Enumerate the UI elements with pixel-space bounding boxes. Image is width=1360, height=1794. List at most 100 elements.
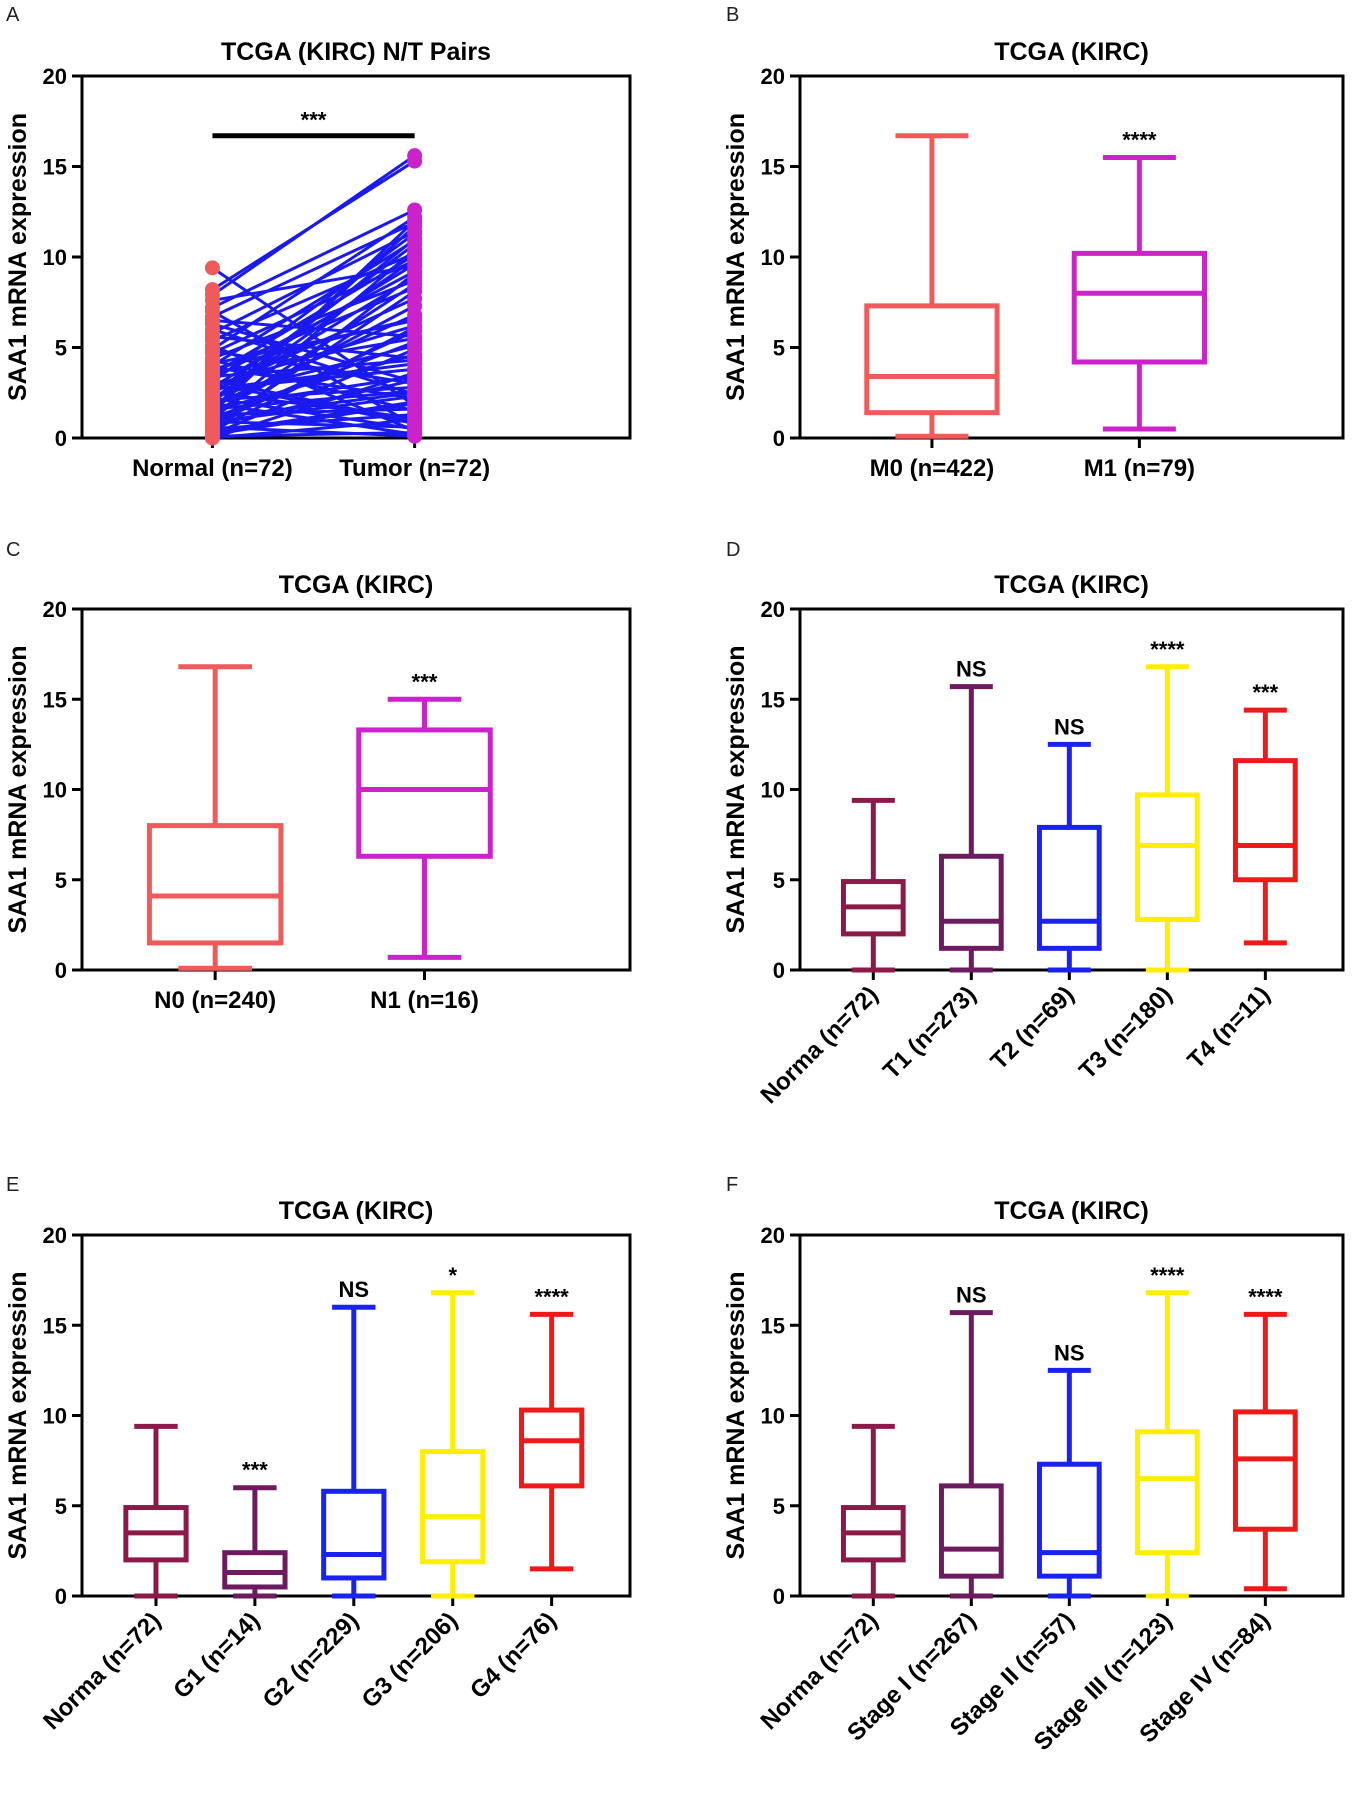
box-iqr bbox=[938, 1483, 1004, 1579]
plot-frame bbox=[80, 607, 632, 972]
tumor-point bbox=[407, 396, 423, 412]
x-category-label: N1 (n=16) bbox=[370, 987, 479, 1014]
x-category-label: G1 (n=14) bbox=[168, 1607, 265, 1704]
box-iqr bbox=[321, 1488, 387, 1581]
y-axis-label: SAA1 mRNA expression bbox=[722, 113, 750, 401]
significance-marker: *** bbox=[1253, 680, 1279, 705]
chart-title: TCGA (KIRC) bbox=[279, 1197, 434, 1225]
pair-line bbox=[212, 394, 415, 424]
tumor-point bbox=[407, 417, 423, 433]
y-tick-label: 0 bbox=[773, 958, 785, 983]
y-tick-label: 20 bbox=[43, 1223, 67, 1248]
pair-line bbox=[212, 362, 415, 391]
tumor-point bbox=[407, 148, 423, 164]
pair-line bbox=[211, 208, 416, 310]
normal-point bbox=[204, 394, 220, 410]
pair-line bbox=[211, 309, 416, 427]
box-iqr bbox=[518, 1407, 585, 1489]
pair-line bbox=[211, 327, 416, 396]
plot-frame bbox=[798, 74, 1345, 440]
pair-line bbox=[212, 378, 415, 424]
tumor-point bbox=[407, 242, 423, 258]
normal-point bbox=[204, 303, 220, 319]
panel-label-b: B bbox=[726, 4, 740, 26]
y-tick-label: 20 bbox=[761, 64, 785, 89]
chart-title: TCGA (KIRC) N/T Pairs bbox=[221, 38, 491, 66]
significance-marker: **** bbox=[1122, 127, 1157, 152]
chart-title: TCGA (KIRC) bbox=[994, 1197, 1149, 1225]
tumor-point bbox=[407, 350, 423, 366]
pair-line bbox=[211, 282, 416, 418]
normal-point bbox=[204, 426, 220, 442]
significance-marker: NS bbox=[1054, 714, 1085, 739]
significance-marker: **** bbox=[535, 1284, 570, 1309]
panel-label-a: A bbox=[6, 4, 20, 26]
y-tick-label: 5 bbox=[773, 868, 785, 893]
y-axis-label: SAA1 mRNA expression bbox=[722, 645, 750, 933]
y-tick-label: 0 bbox=[55, 958, 67, 983]
x-category-label: T4 (n=11) bbox=[1182, 981, 1275, 1074]
y-axis-label: SAA1 mRNA expression bbox=[4, 1271, 32, 1559]
y-tick-label: 0 bbox=[773, 426, 785, 451]
panel-label-c: C bbox=[6, 539, 21, 561]
panel-label-e: E bbox=[6, 1174, 20, 1196]
significance-marker: NS bbox=[1054, 1340, 1085, 1365]
significance-marker: * bbox=[448, 1263, 457, 1288]
box-5: ****Stage IV (n=84) bbox=[1134, 1284, 1298, 1748]
box-1: Norma (n=72) bbox=[38, 1423, 189, 1735]
panel-c: TCGA (KIRC) SAA1 mRNA expression 0 5 10 15 20 N… bbox=[4, 571, 632, 1014]
panel-label-d: D bbox=[726, 539, 741, 561]
chart-title: TCGA (KIRC) bbox=[994, 571, 1149, 599]
significance-marker: *** bbox=[301, 108, 327, 133]
y-tick-label: 0 bbox=[55, 426, 67, 451]
box-iqr bbox=[1071, 250, 1208, 365]
box-iqr bbox=[938, 853, 1004, 951]
pair-line bbox=[212, 385, 415, 402]
box-iqr bbox=[420, 1449, 486, 1565]
y-tick-label: 20 bbox=[761, 1223, 785, 1248]
box-iqr bbox=[864, 303, 1000, 416]
y-tick-label: 20 bbox=[43, 64, 67, 89]
box-iqr bbox=[1232, 1409, 1298, 1532]
y-tick-label: 10 bbox=[761, 245, 785, 270]
x-category-label: N0 (n=240) bbox=[154, 987, 276, 1014]
y-tick-label: 10 bbox=[43, 245, 67, 270]
box-2: NS T1 (n=273) bbox=[878, 657, 1004, 1085]
x-category-label: G2 (n=229) bbox=[258, 1607, 364, 1713]
tumor-point bbox=[407, 329, 423, 345]
pair-line bbox=[212, 318, 415, 339]
tumor-point bbox=[407, 265, 423, 281]
y-tick-label: 15 bbox=[43, 1313, 67, 1338]
y-tick-label: 0 bbox=[55, 1584, 67, 1609]
pair-line bbox=[211, 237, 416, 403]
pair-line bbox=[211, 154, 416, 297]
y-tick-label: 5 bbox=[55, 336, 67, 361]
panel-f: TCGA (KIRC) SAA1 mRNA expression 0 5 10 15 20 N… bbox=[722, 1197, 1345, 1756]
x-category-label: G4 (n=76) bbox=[465, 1607, 562, 1704]
box-4: **** T3 (n=180) bbox=[1074, 637, 1200, 1085]
y-tick-label: 5 bbox=[773, 1494, 785, 1519]
panel-d: TCGA (KIRC) SAA1 mRNA expression 0 5 10 15 20 N… bbox=[722, 571, 1345, 1109]
y-tick-label: 10 bbox=[43, 778, 67, 803]
pair-line bbox=[211, 262, 416, 389]
box-iqr bbox=[1036, 824, 1102, 951]
normal-point bbox=[204, 260, 220, 276]
x-category-label: T2 (n=69) bbox=[986, 981, 1080, 1075]
y-tick-label: 5 bbox=[55, 868, 67, 893]
box-1: N0 (n=240) bbox=[146, 664, 284, 1014]
significance-marker: NS bbox=[956, 657, 987, 682]
normal-point bbox=[204, 414, 220, 430]
pair-line bbox=[211, 215, 416, 351]
significance-marker: NS bbox=[956, 1283, 987, 1308]
x-category-label: Norma (n=72) bbox=[756, 981, 884, 1109]
normal-point bbox=[204, 343, 220, 359]
y-tick-label: 10 bbox=[43, 1404, 67, 1429]
pair-line bbox=[212, 402, 415, 436]
x-category-label: T1 (n=273) bbox=[878, 981, 982, 1085]
pair-line bbox=[211, 347, 416, 436]
box-2: *** G1 (n=14) bbox=[168, 1458, 288, 1704]
box-iqr bbox=[356, 727, 493, 859]
panel-b: TCGA (KIRC) SAA1 mRNA expression 0 5 10 15 20 M… bbox=[722, 38, 1345, 482]
